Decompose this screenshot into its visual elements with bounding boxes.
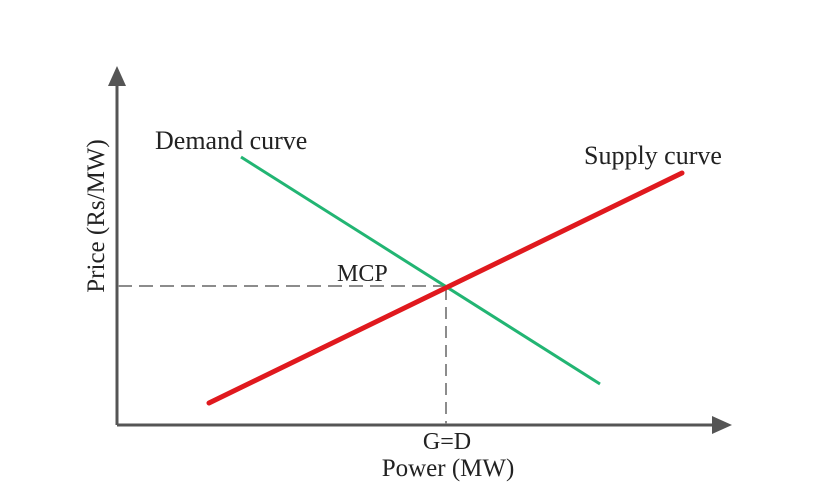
- x-axis-arrowhead: [712, 416, 732, 434]
- y-axis-arrowhead: [108, 66, 126, 86]
- y-axis-label: Price (Rs/MW): [83, 139, 110, 292]
- demand-curve-line: [240, 155, 601, 386]
- x-axis-label: Power (MW): [382, 455, 515, 482]
- demand-curve-label: Demand curve: [155, 126, 307, 155]
- mcp-label: MCP: [337, 261, 388, 287]
- quantity-label: G=D: [423, 429, 471, 455]
- supply-curve-line: [206, 170, 685, 406]
- supply-curve-label: Supply curve: [584, 141, 722, 170]
